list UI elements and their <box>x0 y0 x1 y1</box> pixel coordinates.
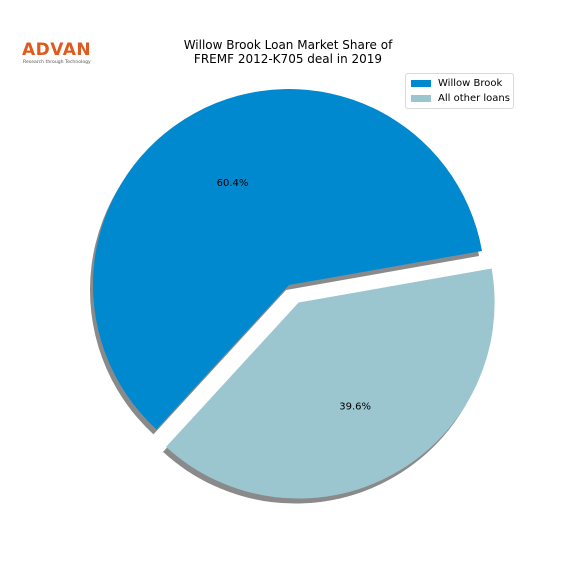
legend-item-all-other-loans: All other loans <box>411 92 510 104</box>
advan-logo: ADVAN Research through Technology <box>22 40 94 68</box>
legend-label-all-other-loans: All other loans <box>438 92 510 104</box>
chart-title: Willow Brook Loan Market Share of FREMF … <box>0 38 576 66</box>
slice-willow-brook <box>92 88 483 430</box>
legend-swatch-all-other-loans <box>411 94 431 102</box>
slice-pct-label-willow-brook: 60.4% <box>217 178 249 189</box>
logo-wordmark: ADVAN <box>22 40 92 60</box>
pie-slices <box>92 88 495 499</box>
slice-pct-label-all-other-loans: 39.6% <box>339 402 371 413</box>
legend-label-willow-brook: Willow Brook <box>438 77 503 89</box>
legend-item-willow-brook: Willow Brook <box>411 77 502 89</box>
chart-title-line-1: Willow Brook Loan Market Share of <box>183 38 393 52</box>
legend-swatch-willow-brook <box>411 79 431 87</box>
logo-tagline: Research through Technology <box>23 60 91 65</box>
slice-all-other-loans <box>166 268 495 499</box>
pie-labels: 60.4% 39.6% <box>217 178 371 413</box>
legend: Willow Brook All other loans <box>405 73 514 109</box>
chart-title-line-2: FREMF 2012-K705 deal in 2019 <box>193 52 383 66</box>
